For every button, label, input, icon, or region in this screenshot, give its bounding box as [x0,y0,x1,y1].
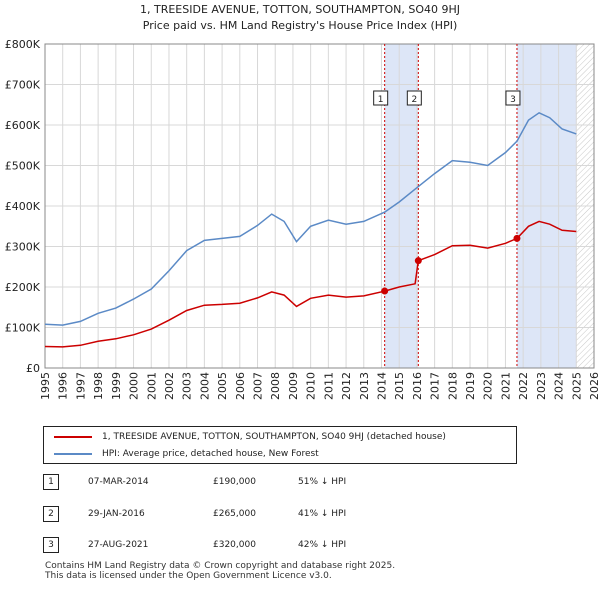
chart-plot: £0 £100K £200K £300K £400K £500K £600K £700K £80… [5,38,600,400]
series-line [44,111,577,326]
x-tick-label: 2000 [128,372,141,400]
legend-property-swatch [54,436,92,438]
x-tick-label: 2013 [358,372,371,400]
x-tick-label: 2025 [570,372,583,400]
x-tick-label: 2001 [145,372,158,400]
y-tick-label: £300K [5,241,41,254]
transaction-hpi: 51% ↓ HPI [298,477,347,487]
x-tick-label: 2021 [499,372,512,400]
transaction-point [414,257,422,265]
y-tick-label: £0 [26,362,40,375]
x-tick-label: 1996 [57,372,70,400]
chart-subtitle: Price paid vs. HM Land Registry's House … [142,19,458,32]
x-tick-label: 2020 [482,372,495,400]
x-tick-label: 2014 [375,372,388,400]
transaction-marker-box [406,90,422,106]
x-tick-label: 2008 [269,372,282,400]
chart-legend: 1, TREESIDE AVENUE, TOTTON, SOUTHAMPTON,… [43,426,517,464]
transaction-hpi: 41% ↓ HPI [298,509,347,519]
x-tick-label: 2011 [322,372,335,400]
x-tick-label: 2006 [234,372,247,400]
x-tick-label: 2026 [588,372,600,400]
footer-attribution: Contains HM Land Registry data © Crown c… [45,561,395,581]
transaction-marker-box [505,90,521,106]
x-tick-label: 2009 [287,372,300,400]
transaction-date: 27-AUG-2021 [88,540,149,550]
transaction-marker-label: 2 [411,95,417,105]
table-row: 1 07-MAR-2014 £190,000 51% ↓ HPI [43,474,463,492]
x-tick-label: 1998 [92,372,105,400]
x-tick-label: 2002 [163,372,176,400]
x-tick-label: 2024 [553,372,566,400]
table-row: 2 29-JAN-2016 £265,000 41% ↓ HPI [43,506,463,524]
x-tick-label: 2017 [429,372,442,400]
x-tick-label: 2022 [517,372,530,400]
footer-copyright: Contains HM Land Registry data © Crown c… [45,561,396,571]
transaction-point [381,287,389,295]
x-tick-label: 2018 [446,372,459,400]
x-tick-label: 2007 [252,372,265,400]
x-tick-label: 2010 [305,372,318,400]
legend-property-label: 1, TREESIDE AVENUE, TOTTON, SOUTHAMPTON,… [102,432,446,442]
transaction-number: 3 [43,537,59,553]
plot-border [44,43,595,369]
transaction-number: 1 [43,474,59,490]
legend-item-property: 1, TREESIDE AVENUE, TOTTON, SOUTHAMPTON,… [54,429,446,445]
transaction-price: £190,000 [213,477,256,487]
transaction-marker-box [373,90,389,106]
transaction-hpi: 42% ↓ HPI [298,540,347,550]
x-tick-label: 1995 [39,372,52,400]
x-tick-label: 1997 [74,372,87,400]
y-tick-label: £800K [5,38,41,51]
x-tick-label: 2004 [198,372,211,400]
transaction-point [513,234,521,242]
x-tick-label: 2003 [181,372,194,400]
transaction-marker-label: 1 [378,95,384,105]
chart-title: 1, TREESIDE AVENUE, TOTTON, SOUTHAMPTON,… [140,3,460,16]
legend-hpi-label: HPI: Average price, detached house, New … [102,449,319,459]
legend-item-hpi: HPI: Average price, detached house, New … [54,446,319,462]
legend-hpi-swatch [54,453,92,455]
x-tick-label: 2012 [340,372,353,400]
y-tick-label: £400K [5,200,41,213]
series-line [44,220,577,348]
transaction-marker-label: 3 [510,95,516,105]
footer-license: This data is licensed under the Open Gov… [45,571,332,581]
x-tick-label: 2005 [216,372,229,400]
table-row: 3 27-AUG-2021 £320,000 42% ↓ HPI [43,537,463,555]
x-tick-label: 1999 [110,372,123,400]
transaction-number: 2 [43,506,59,522]
x-tick-label: 2023 [535,372,548,400]
transaction-date: 07-MAR-2014 [88,477,149,487]
transaction-price: £265,000 [213,509,256,519]
x-tick-label: 2016 [411,372,424,400]
y-tick-label: £200K [5,281,41,294]
y-tick-label: £100K [5,322,41,335]
transaction-price: £320,000 [213,540,256,550]
x-tick-label: 2019 [464,372,477,400]
y-tick-label: £500K [5,160,41,173]
y-tick-label: £600K [5,119,41,132]
x-tick-label: 2015 [393,372,406,400]
y-tick-label: £700K [5,79,41,92]
transaction-date: 29-JAN-2016 [88,509,145,519]
